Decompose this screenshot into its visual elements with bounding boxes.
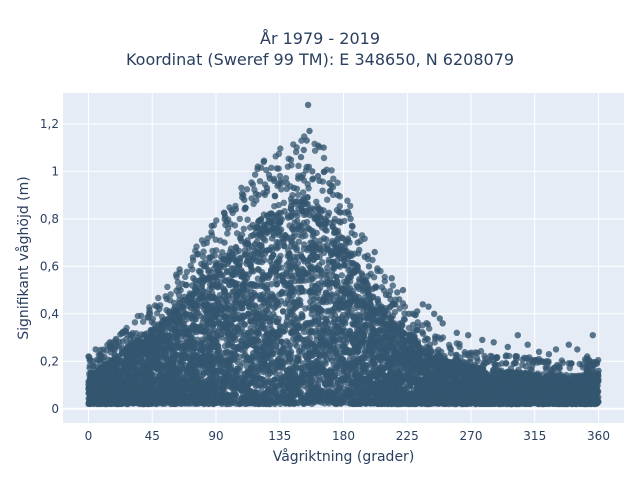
data-point	[317, 273, 325, 280]
data-point	[308, 311, 315, 318]
data-point	[338, 272, 345, 279]
data-points	[85, 101, 602, 408]
chart-title-line-2: Koordinat (Sweref 99 TM): E 348650, N 62…	[125, 50, 515, 69]
data-point	[241, 321, 248, 328]
chart-title-line-1: År 1979 - 2019	[260, 29, 380, 48]
data-point	[374, 295, 381, 303]
data-point	[302, 305, 309, 312]
data-point	[282, 321, 289, 329]
